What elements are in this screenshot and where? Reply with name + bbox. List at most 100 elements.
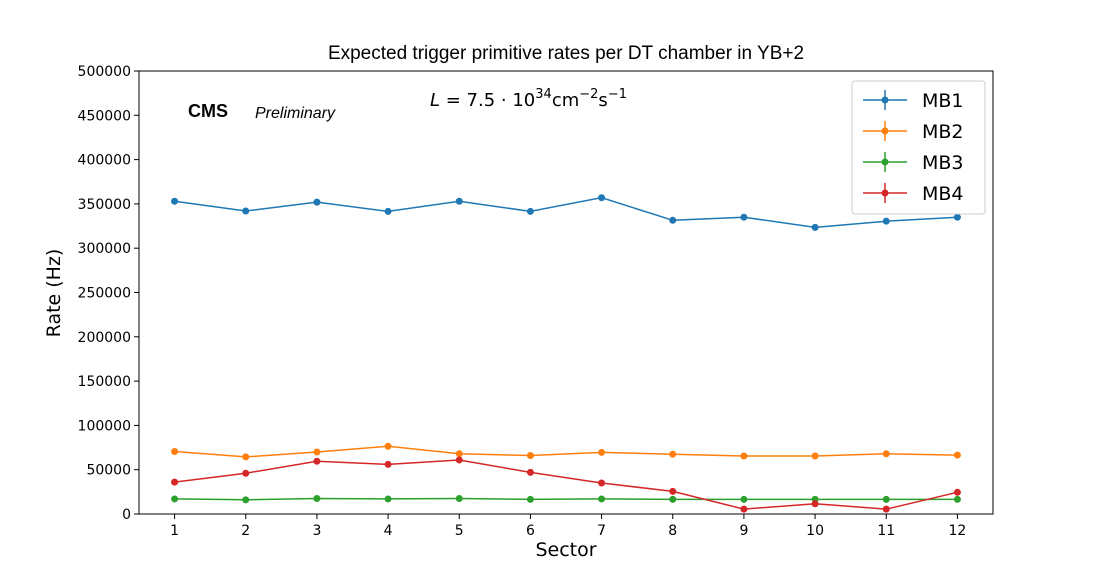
lumi-symbol: L — [430, 90, 440, 111]
data-point — [740, 452, 748, 460]
y-tick-label: 100000 — [78, 418, 131, 434]
y-tick-label: 500000 — [78, 64, 131, 80]
data-point — [171, 495, 179, 503]
series-line — [174, 497, 958, 501]
data-point — [669, 216, 677, 224]
data-point — [313, 457, 321, 465]
lumi-value: = 7.5 · 10 — [440, 90, 535, 111]
x-tick-label: 11 — [877, 523, 895, 539]
preliminary-label: Preliminary — [255, 105, 336, 122]
legend-label: MB3 — [922, 152, 964, 174]
data-point — [242, 469, 250, 477]
y-tick-label: 350000 — [78, 197, 131, 213]
data-point — [669, 450, 677, 458]
data-point — [313, 448, 321, 456]
data-point — [882, 505, 890, 513]
data-point — [953, 495, 961, 503]
data-point — [171, 448, 179, 456]
data-point — [526, 452, 534, 460]
legend-marker — [881, 158, 889, 166]
series-line — [174, 459, 958, 510]
legend-label: MB2 — [922, 121, 964, 143]
data-point — [455, 197, 463, 205]
cms-label: CMS — [188, 101, 228, 121]
y-tick-label: 200000 — [78, 330, 131, 346]
lumi-unit-s-exponent: −1 — [608, 87, 627, 102]
y-tick-label: 0 — [122, 507, 131, 523]
x-tick-label: 2 — [241, 523, 250, 539]
lumi-unit-cm: cm — [552, 90, 579, 111]
data-point — [526, 207, 534, 215]
data-point — [669, 495, 677, 503]
x-tick-label: 1 — [170, 523, 179, 539]
lumi-exponent: 34 — [535, 87, 552, 102]
chart-title: Expected trigger primitive rates per DT … — [328, 43, 804, 64]
lumi-unit-cm-exponent: −2 — [579, 87, 598, 102]
data-point — [811, 223, 819, 231]
x-tick-label: 4 — [384, 523, 393, 539]
series-mb3 — [171, 494, 961, 504]
series-mb2 — [171, 442, 961, 461]
data-point — [384, 460, 392, 468]
data-point — [882, 217, 890, 225]
data-point — [598, 495, 606, 503]
data-point — [882, 450, 890, 458]
data-point — [313, 494, 321, 502]
data-point — [882, 495, 890, 503]
data-point — [598, 479, 606, 487]
y-tick-label: 50000 — [86, 463, 131, 479]
y-tick-label: 300000 — [78, 241, 131, 257]
data-point — [740, 505, 748, 513]
data-point — [384, 442, 392, 450]
data-point — [242, 496, 250, 504]
x-tick-label: 12 — [949, 523, 967, 539]
series-layer — [171, 194, 961, 513]
x-tick-label: 10 — [806, 523, 824, 539]
data-point — [953, 213, 961, 221]
x-tick-label: 8 — [668, 523, 677, 539]
data-point — [740, 495, 748, 503]
y-tick-label: 400000 — [78, 153, 131, 169]
data-point — [171, 197, 179, 205]
data-point — [384, 207, 392, 215]
series-mb4 — [171, 456, 961, 513]
data-point — [242, 207, 250, 215]
y-tick-label: 250000 — [78, 286, 131, 302]
x-tick-label: 3 — [312, 523, 321, 539]
legend-label: MB4 — [922, 183, 964, 205]
data-point — [669, 487, 677, 495]
y-tick-label: 450000 — [78, 108, 131, 124]
legend-marker — [881, 127, 889, 135]
lumi-unit-s: s — [598, 90, 607, 111]
x-axis: 1 2 3 4 5 6 7 8 9 10 11 12 — [170, 514, 966, 539]
data-point — [455, 456, 463, 464]
data-point — [455, 450, 463, 458]
data-point — [740, 213, 748, 221]
series-line — [174, 445, 958, 458]
data-point — [953, 488, 961, 496]
x-tick-label: 5 — [455, 523, 464, 539]
legend: MB1 MB2 MB3 MB4 — [851, 80, 986, 215]
data-point — [384, 495, 392, 503]
luminosity-annotation: L = 7.5 · 1034cm−2s−1 — [430, 87, 627, 111]
legend-frame — [851, 80, 986, 215]
data-point — [598, 194, 606, 202]
data-point — [953, 451, 961, 459]
data-point — [811, 500, 819, 508]
legend-marker — [881, 96, 889, 104]
data-point — [171, 478, 179, 486]
y-tick-label: 150000 — [78, 374, 131, 390]
x-tick-label: 9 — [739, 523, 748, 539]
data-point — [526, 468, 534, 476]
x-axis-title: Sector — [535, 539, 596, 561]
y-axis-title: Rate (Hz) — [43, 249, 65, 338]
series-mb1 — [171, 194, 961, 231]
legend-marker — [881, 189, 889, 197]
data-point — [811, 452, 819, 460]
data-point — [242, 453, 250, 461]
data-point — [598, 448, 606, 456]
x-tick-label: 6 — [526, 523, 535, 539]
data-point — [526, 495, 534, 503]
data-point — [455, 494, 463, 502]
